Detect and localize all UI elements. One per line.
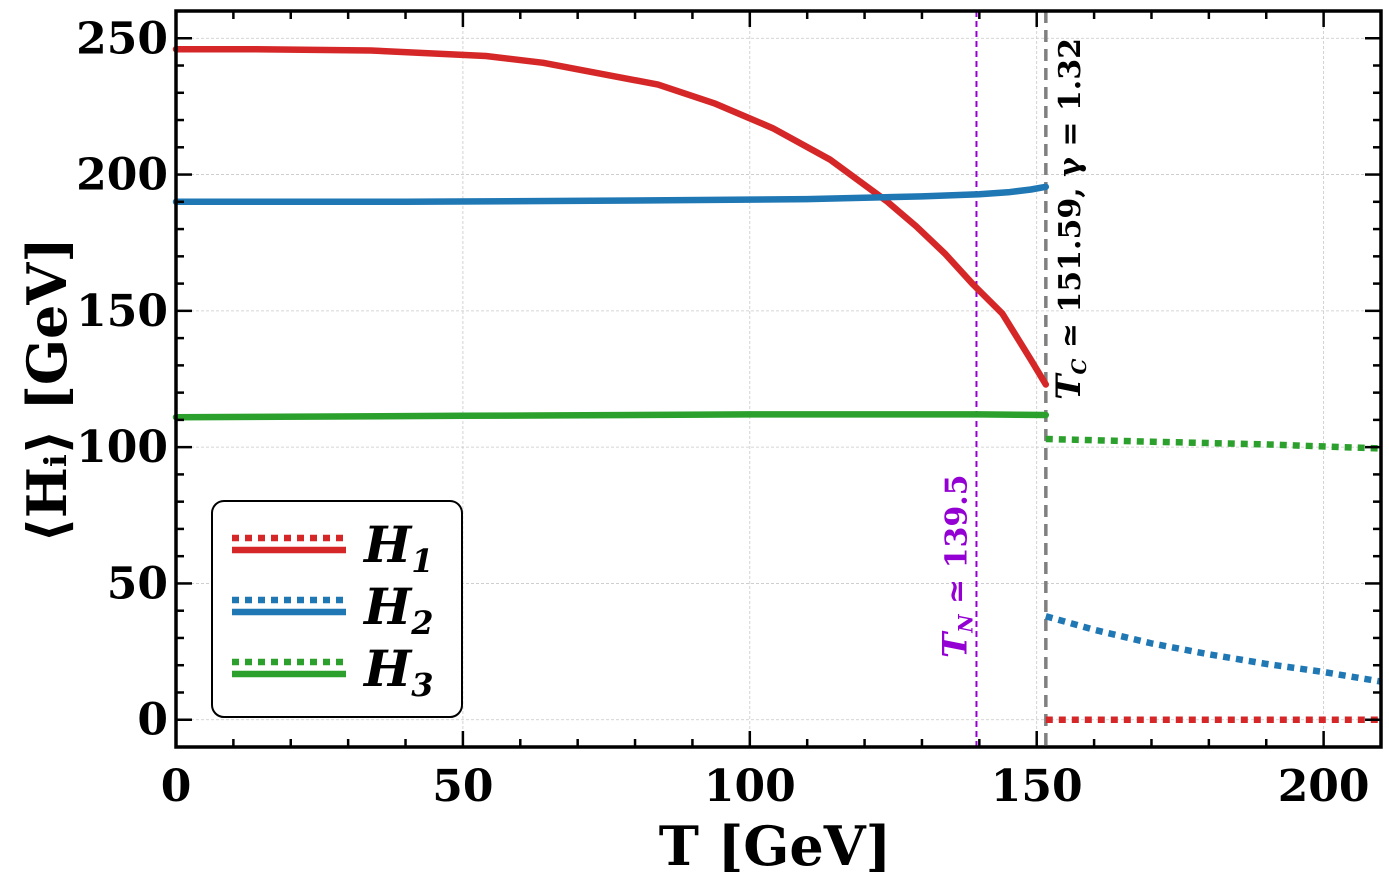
legend-label: H2 <box>362 577 434 642</box>
plot-frame <box>174 9 1383 749</box>
x-tick-label: 50 <box>432 761 493 812</box>
series-line <box>172 411 1050 421</box>
y-tick-label: 200 <box>76 150 168 201</box>
y-axis-title: ⟨Hᵢ⟩ [GeV] <box>15 237 79 543</box>
data-series <box>172 45 1382 723</box>
x-tick-label: 200 <box>1278 761 1370 812</box>
x-tick-label: 0 <box>161 761 192 812</box>
y-tick-label: 0 <box>137 695 168 746</box>
series-line <box>172 183 1050 206</box>
series-line <box>1044 613 1382 685</box>
tc-annotation: TC ≃ 151.59, γ = 1.32 <box>1049 38 1091 400</box>
y-tick-label: 250 <box>76 13 168 64</box>
y-tick-label: 100 <box>76 422 168 473</box>
tick-labels: 0 50 100 150 200 0 50 100 150 200 250 <box>76 13 1369 812</box>
tn-annotation: TN ≃ 139.5 <box>935 474 977 658</box>
x-tick-label: 100 <box>704 761 796 812</box>
x-axis-title: T [GeV] <box>659 814 891 878</box>
series-line <box>172 45 1050 388</box>
legend-label: H3 <box>362 639 434 704</box>
y-tick-label: 150 <box>76 286 168 337</box>
y-tick-label: 50 <box>107 558 168 609</box>
x-tick-label: 150 <box>991 761 1083 812</box>
legend-label: H1 <box>362 515 434 580</box>
series-line <box>1045 435 1382 452</box>
vertical-markers <box>975 11 1048 747</box>
